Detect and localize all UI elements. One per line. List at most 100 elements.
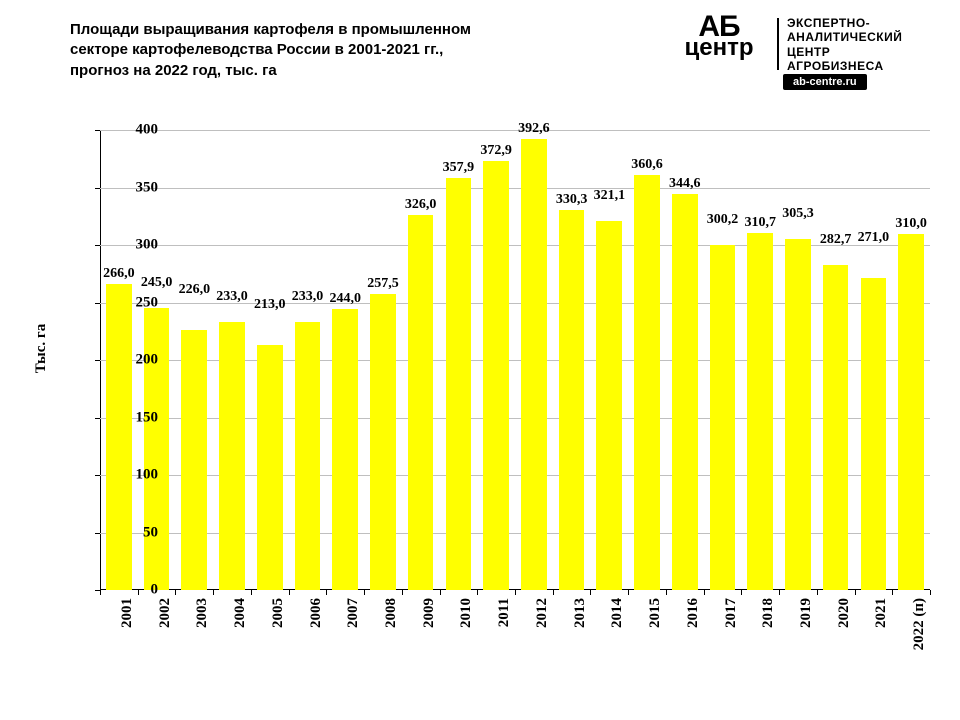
bar-label: 244,0 xyxy=(329,291,361,307)
x-tick-label: 2017 xyxy=(723,598,740,628)
logo-text-line4: АГРОБИЗНЕСА xyxy=(787,59,902,73)
bar-label: 213,0 xyxy=(254,297,286,313)
page: Площади выращивания картофеля в промышле… xyxy=(0,0,960,720)
x-tick-label: 2007 xyxy=(345,598,362,628)
x-tick-label: 2003 xyxy=(194,598,211,628)
y-axis-title: Тыс. га xyxy=(33,324,50,373)
logo-url: ab-centre.ru xyxy=(783,74,867,90)
y-tick-label: 350 xyxy=(58,179,158,196)
x-tick-mark xyxy=(289,590,290,595)
bar-label: 266,0 xyxy=(103,266,135,282)
x-tick-label: 2001 xyxy=(119,598,136,628)
x-tick-mark xyxy=(666,590,667,595)
y-tick-label: 100 xyxy=(58,467,158,484)
x-tick-mark xyxy=(930,590,931,595)
x-tick-mark xyxy=(741,590,742,595)
bar-label: 226,0 xyxy=(179,282,211,298)
bar xyxy=(559,210,585,590)
x-tick-mark xyxy=(477,590,478,595)
x-tick-label: 2019 xyxy=(798,598,815,628)
x-tick-mark xyxy=(817,590,818,595)
grid-line xyxy=(100,130,930,131)
bar xyxy=(181,330,207,590)
logo-mark-bottom: центр xyxy=(665,38,773,57)
x-tick-label: 2015 xyxy=(647,598,664,628)
x-tick-mark xyxy=(892,590,893,595)
x-tick-mark xyxy=(213,590,214,595)
bar-label: 282,7 xyxy=(820,232,852,248)
y-tick-label: 200 xyxy=(58,352,158,369)
bar xyxy=(898,234,924,591)
bar xyxy=(219,322,245,590)
x-tick-mark xyxy=(402,590,403,595)
grid-line xyxy=(100,188,930,189)
bar-label: 245,0 xyxy=(141,275,173,291)
bar xyxy=(257,345,283,590)
x-tick-mark xyxy=(326,590,327,595)
bar-label: 357,9 xyxy=(443,160,475,176)
bar xyxy=(106,284,132,590)
bar-label: 257,5 xyxy=(367,276,399,292)
x-tick-mark xyxy=(515,590,516,595)
bar xyxy=(295,322,321,590)
x-tick-label: 2006 xyxy=(308,598,325,628)
bar-label: 330,3 xyxy=(556,192,588,208)
bar xyxy=(332,309,358,590)
y-tick-label: 400 xyxy=(58,122,158,139)
x-tick-mark xyxy=(440,590,441,595)
bar xyxy=(634,175,660,590)
bar xyxy=(408,215,434,590)
bar xyxy=(861,278,887,590)
bar xyxy=(785,239,811,590)
logo: АБ центр ЭКСПЕРТНО- АНАЛИТИЧЕСКИЙ ЦЕНТР … xyxy=(665,14,930,94)
x-tick-label: 2011 xyxy=(496,598,513,627)
bar xyxy=(370,294,396,590)
y-tick-label: 250 xyxy=(58,294,158,311)
logo-text-line2: АНАЛИТИЧЕСКИЙ xyxy=(787,30,902,44)
x-tick-label: 2005 xyxy=(270,598,287,628)
y-tick-label: 150 xyxy=(58,409,158,426)
bar-label: 321,1 xyxy=(594,188,626,204)
x-tick-label: 2018 xyxy=(760,598,777,628)
bar-label: 300,2 xyxy=(707,212,739,228)
x-tick-label: 2012 xyxy=(534,598,551,628)
bar xyxy=(672,194,698,590)
bar xyxy=(144,308,170,590)
bar-label: 305,3 xyxy=(782,206,814,222)
logo-text-line1: ЭКСПЕРТНО- xyxy=(787,16,902,30)
y-tick-label: 0 xyxy=(58,582,158,599)
chart-title: Площади выращивания картофеля в промышле… xyxy=(70,20,500,81)
y-tick-label: 300 xyxy=(58,237,158,254)
x-tick-label: 2021 xyxy=(873,598,890,628)
bar-label: 233,0 xyxy=(292,289,324,305)
x-tick-mark xyxy=(855,590,856,595)
bar-label: 271,0 xyxy=(858,230,890,246)
x-tick-mark xyxy=(628,590,629,595)
x-tick-mark xyxy=(364,590,365,595)
logo-text: ЭКСПЕРТНО- АНАЛИТИЧЕСКИЙ ЦЕНТР АГРОБИЗНЕ… xyxy=(787,16,902,74)
bar-label: 344,6 xyxy=(669,176,701,192)
x-tick-label: 2022 (п) xyxy=(911,598,928,650)
chart: Тыс. га 266,0245,0226,0233,0213,0233,024… xyxy=(45,120,940,700)
bar-label: 233,0 xyxy=(216,289,248,305)
plot-area: 266,0 245,0 226,0 233,0 213,0 233,0 244,0 257,5… xyxy=(100,130,930,590)
bar-label: 310,0 xyxy=(895,216,927,232)
bar xyxy=(483,161,509,590)
bar-label: 310,7 xyxy=(744,215,776,231)
bar xyxy=(710,245,736,590)
x-tick-mark xyxy=(175,590,176,595)
x-tick-label: 2009 xyxy=(421,598,438,628)
x-tick-label: 2020 xyxy=(836,598,853,628)
x-tick-label: 2010 xyxy=(458,598,475,628)
bar xyxy=(823,265,849,590)
x-tick-mark xyxy=(553,590,554,595)
x-tick-label: 2013 xyxy=(572,598,589,628)
y-tick-label: 50 xyxy=(58,524,158,541)
logo-text-line3: ЦЕНТР xyxy=(787,45,902,59)
logo-divider xyxy=(777,18,779,70)
x-tick-mark xyxy=(779,590,780,595)
bar xyxy=(521,139,547,590)
logo-mark: АБ центр xyxy=(665,14,773,57)
x-tick-mark xyxy=(251,590,252,595)
x-tick-mark xyxy=(590,590,591,595)
